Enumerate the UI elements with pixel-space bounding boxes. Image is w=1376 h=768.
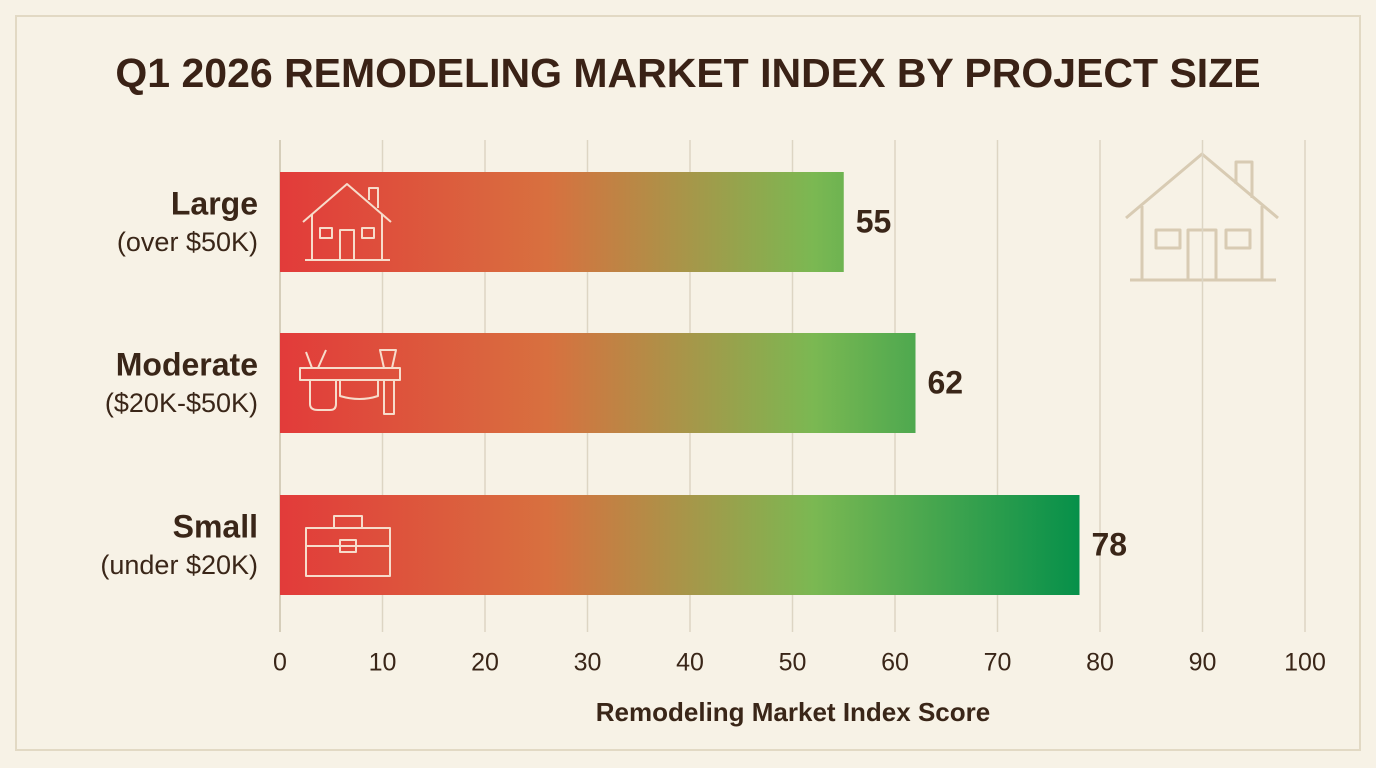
x-axis-label: Remodeling Market Index Score — [596, 697, 990, 727]
x-tick-label: 60 — [881, 649, 909, 677]
icon — [302, 183, 392, 261]
icon — [299, 349, 401, 415]
x-tick-label: 50 — [779, 649, 807, 677]
bar-icon — [305, 515, 391, 577]
icon — [339, 229, 355, 260]
x-tick-label: 0 — [273, 649, 287, 677]
category-label: Moderate — [116, 346, 258, 382]
x-tick-label: 40 — [676, 649, 704, 677]
frame — [15, 15, 1361, 751]
bar — [280, 495, 1080, 595]
icon — [319, 227, 333, 239]
value-label: 62 — [928, 364, 964, 400]
x-tick-label: 90 — [1189, 649, 1217, 677]
bars: 55 62 78 — [280, 172, 1127, 595]
icon — [305, 515, 391, 577]
x-tick-label: 30 — [574, 649, 602, 677]
icon — [361, 227, 375, 239]
x-tick-label: 100 — [1284, 649, 1326, 677]
x-tick-label: 20 — [471, 649, 499, 677]
bar-icon — [302, 183, 392, 261]
bar-icon — [299, 349, 401, 415]
x-tick-label: 10 — [369, 649, 397, 677]
bar — [280, 172, 844, 272]
category-range: (under $20K) — [100, 550, 258, 580]
x-tick-label: 80 — [1086, 649, 1114, 677]
x-tick-label: 70 — [984, 649, 1012, 677]
category-label: Large — [171, 185, 258, 221]
value-label: 78 — [1092, 526, 1128, 562]
value-label: 55 — [856, 203, 892, 239]
chart-title: Q1 2026 REMODELING MARKET INDEX BY PROJE… — [115, 50, 1260, 96]
category-range: ($20K-$50K) — [105, 388, 258, 418]
category-range: (over $50K) — [117, 227, 258, 257]
category-label: Small — [173, 508, 258, 544]
bar — [280, 333, 916, 433]
